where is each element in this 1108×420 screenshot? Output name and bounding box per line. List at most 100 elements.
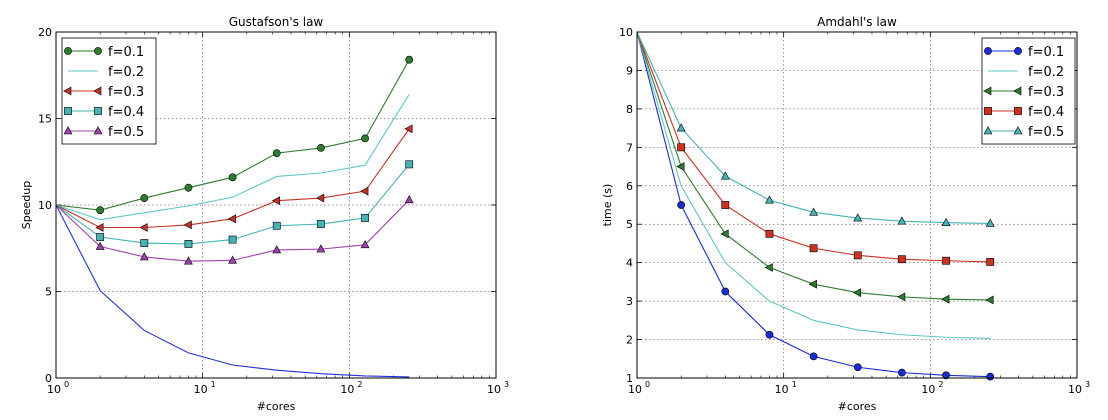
data-point: [721, 201, 730, 209]
x-tick-label-exponent: 3: [504, 380, 509, 389]
y-axis-label: Speedup: [20, 181, 33, 229]
series-line: [55, 199, 410, 262]
x-tick-label-base: 10: [47, 383, 61, 396]
legend-marker: [64, 47, 72, 55]
data-point: [95, 241, 105, 250]
data-point: [853, 363, 862, 372]
series-line: [55, 93, 410, 221]
data-point: [184, 183, 193, 192]
x-tick-label-exponent: 0: [645, 380, 650, 389]
data-point: [897, 292, 906, 302]
x-tick-label-exponent: 1: [211, 380, 216, 389]
legend-marker: [983, 86, 992, 96]
data-point: [809, 352, 818, 361]
legend-label: f=0.2: [108, 65, 144, 80]
data-point: [360, 186, 369, 196]
data-point: [720, 171, 730, 180]
x-tick-label-base: 10: [1068, 383, 1082, 396]
data-point: [272, 245, 282, 254]
data-point: [361, 134, 369, 143]
legend-marker: [1013, 126, 1023, 135]
data-point: [721, 287, 730, 296]
y-axis-label: time (s): [601, 184, 614, 227]
data-point: [808, 279, 817, 289]
legend-label: f=0.3: [1028, 85, 1064, 100]
data-point: [405, 55, 414, 64]
data-point: [140, 194, 149, 202]
data-point: [765, 229, 774, 238]
y-tick-label: 5: [626, 218, 633, 231]
legend-marker: [94, 107, 102, 115]
x-tick-label-exponent: 2: [938, 380, 943, 389]
y-tick-label: 10: [619, 26, 633, 39]
data-point: [228, 235, 237, 244]
data-point: [853, 251, 862, 260]
x-tick-label-exponent: 2: [357, 380, 362, 389]
y-tick-label: 2: [626, 334, 633, 347]
x-tick-label-base: 10: [775, 383, 789, 396]
data-point: [316, 193, 325, 203]
y-tick-label: 10: [38, 199, 52, 212]
data-point: [898, 368, 906, 377]
series-line: [636, 31, 991, 339]
data-point: [228, 255, 238, 264]
data-point: [809, 207, 819, 216]
series-line: [636, 31, 991, 263]
y-tick-label: 8: [626, 103, 633, 116]
data-point: [317, 144, 325, 152]
data-point: [227, 214, 236, 224]
series-line: [636, 31, 991, 301]
y-tick-label: 4: [626, 257, 633, 270]
data-point: [852, 288, 862, 298]
legend-label: f=0.4: [108, 105, 144, 120]
legend-marker: [1014, 107, 1022, 115]
data-point: [853, 213, 863, 222]
data-point: [942, 256, 950, 265]
data-point: [96, 206, 105, 215]
legend-marker: [983, 126, 993, 135]
legend-marker: [93, 126, 103, 135]
data-point: [317, 220, 325, 228]
data-point: [941, 217, 951, 226]
legend-label: f=0.1: [108, 45, 144, 60]
data-point: [676, 162, 685, 171]
legend-marker: [94, 47, 102, 55]
legend-marker: [93, 86, 102, 96]
data-point: [139, 252, 149, 261]
legend-marker: [1013, 86, 1022, 96]
legend-marker: [64, 107, 72, 115]
x-tick-label-exponent: 1: [792, 380, 797, 389]
legend: f=0.1 f=0.2 f=0.3 f=0.4 f=0.5: [981, 37, 1076, 145]
legend-label: f=0.3: [108, 85, 144, 100]
data-point: [985, 295, 994, 305]
series-line: [636, 31, 991, 378]
legend-marker: [984, 107, 992, 115]
data-point: [677, 201, 686, 209]
data-point: [140, 239, 149, 247]
x-tick-label-base: 10: [628, 383, 642, 396]
data-point: [183, 220, 192, 230]
x-tick-label-exponent: 3: [1085, 380, 1090, 389]
data-point: [942, 371, 950, 380]
data-point: [139, 223, 148, 232]
y-tick-label: 6: [626, 180, 633, 193]
legend-marker: [984, 47, 992, 55]
legend-label: f=0.5: [1028, 125, 1064, 140]
data-point: [676, 123, 686, 132]
y-tick-label: 15: [38, 113, 52, 126]
chart-title: Gustafson's law: [229, 15, 324, 29]
data-point: [361, 214, 369, 222]
x-tick-label-base: 10: [921, 383, 935, 396]
y-tick-label: 1: [626, 372, 633, 385]
data-point: [985, 218, 995, 227]
legend-marker: [63, 126, 73, 135]
data-point: [316, 244, 326, 253]
legend-label: f=0.1: [1028, 45, 1064, 60]
data-point: [986, 372, 995, 381]
data-point: [360, 239, 370, 249]
plot-frame: [55, 31, 497, 379]
legend: f=0.1 f=0.2 f=0.3 f=0.4 f=0.5: [61, 37, 157, 145]
data-point: [272, 221, 281, 230]
